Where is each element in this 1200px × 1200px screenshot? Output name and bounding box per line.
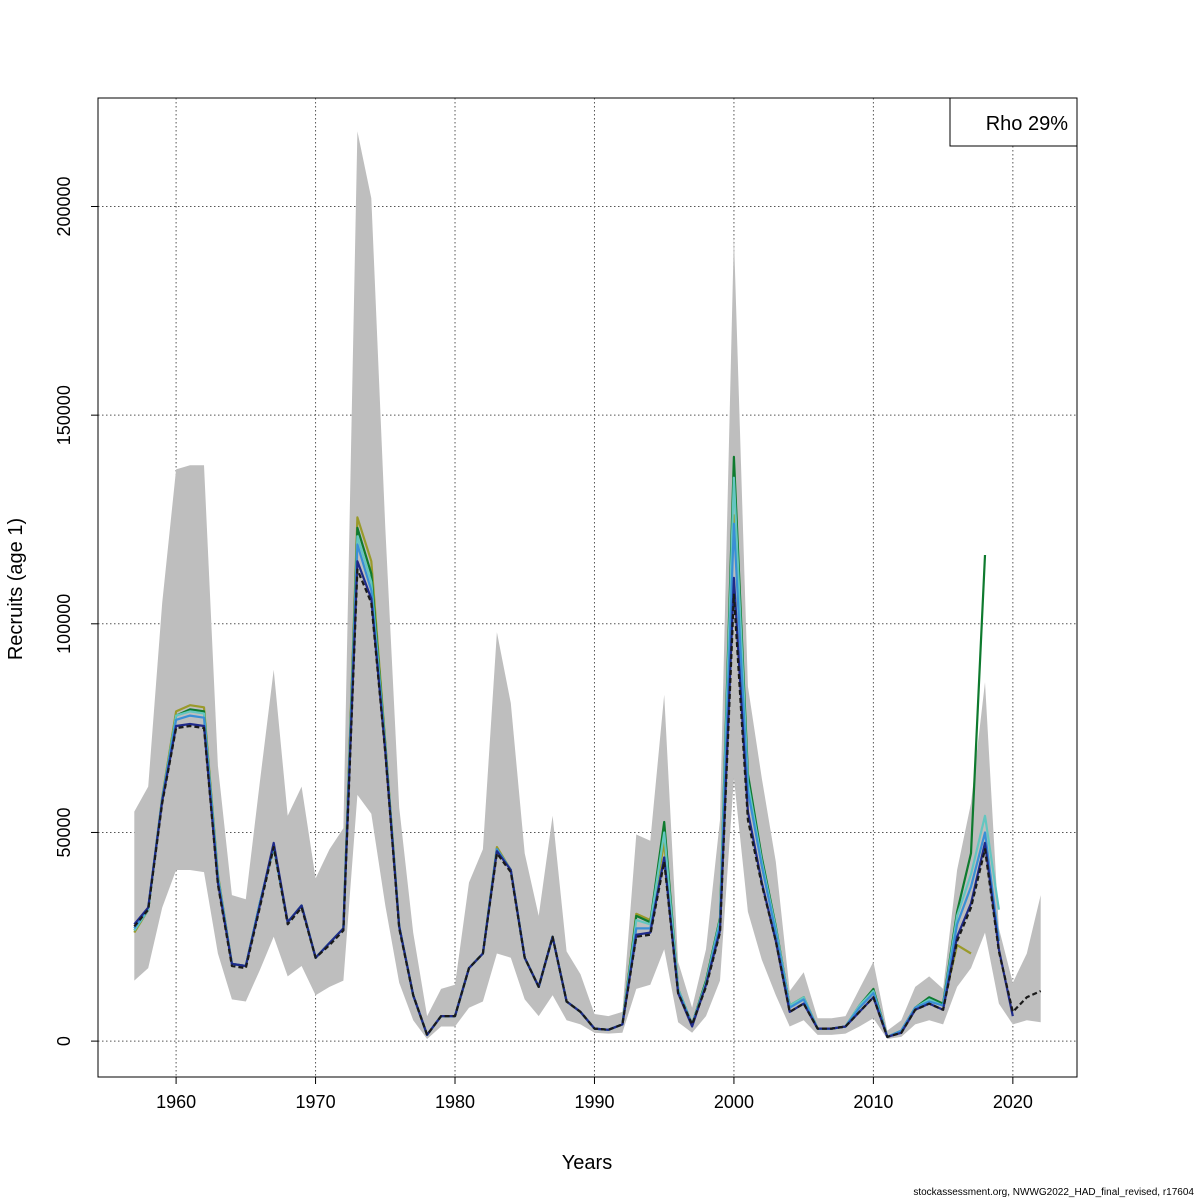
x-tick-label: 1980 [435, 1092, 475, 1112]
plot-frame [97, 97, 1078, 1078]
legend: Rho 29% [949, 97, 1078, 147]
x-axis-title: Years [562, 1152, 612, 1174]
x-tick-label: 1960 [156, 1092, 196, 1112]
y-axis: 0 50000 100000 150000 200000 [54, 176, 98, 1046]
y-tick-label: 200000 [54, 176, 74, 236]
y-tick-label: 50000 [54, 807, 74, 857]
y-axis-title: Recruits (age 1) [5, 518, 27, 660]
legend-text: Rho 29% [986, 113, 1068, 135]
series-lines [133, 455, 1042, 1038]
x-tick-label: 1990 [574, 1092, 614, 1112]
x-tick-label: 2000 [714, 1092, 754, 1112]
y-tick-label: 100000 [54, 594, 74, 654]
legend-box [949, 97, 1078, 147]
confidence-band [134, 131, 1041, 1039]
y-tick-label: 0 [54, 1036, 74, 1046]
ci-band-area [134, 131, 1041, 1039]
x-tick-label: 2020 [993, 1092, 1033, 1112]
footer-credit: stockassessment.org, NWWG2022_HAD_final_… [913, 1187, 1194, 1198]
x-axis: 1960 1970 1980 1990 2000 2010 2020 [156, 1077, 1033, 1112]
x-tick-label: 2010 [853, 1092, 893, 1112]
series-line-base [133, 568, 1042, 1038]
x-tick-label: 1970 [296, 1092, 336, 1112]
y-tick-label: 150000 [54, 385, 74, 445]
